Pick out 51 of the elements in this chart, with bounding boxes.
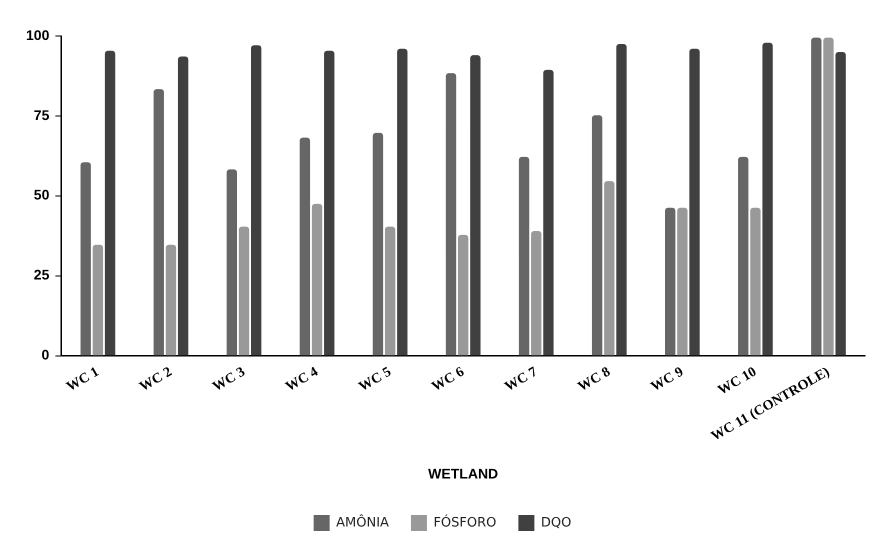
bar <box>154 89 164 356</box>
bar <box>750 208 761 356</box>
x-tick-label: WC 4 <box>283 364 321 395</box>
bar <box>543 70 554 356</box>
bar <box>372 132 384 356</box>
x-axis-title: WETLAND <box>428 465 498 482</box>
y-tick-label: 50 <box>34 186 50 203</box>
bar <box>518 156 530 356</box>
x-tick-label: WC 8 <box>576 364 614 395</box>
bar <box>80 162 91 356</box>
y-tick-label: 25 <box>34 266 50 283</box>
x-tick-label: WC 3 <box>210 364 248 395</box>
bar <box>811 38 822 356</box>
y-tick-label: 0 <box>42 346 50 363</box>
y-tick-label: 100 <box>26 26 50 43</box>
legend-label: DQO <box>540 515 572 530</box>
bar <box>300 138 310 356</box>
bar <box>835 52 846 356</box>
bar <box>397 48 408 356</box>
x-tick-label: WC 2 <box>137 364 175 395</box>
bar <box>251 45 262 356</box>
bar <box>178 56 188 356</box>
x-tick-label: WC 1 <box>64 364 102 395</box>
bar <box>604 181 614 356</box>
bar <box>92 244 104 356</box>
bar <box>762 42 773 356</box>
x-tick-label: WC 5 <box>356 364 394 395</box>
bar <box>384 226 396 356</box>
bar <box>446 73 456 356</box>
bar <box>226 169 238 356</box>
legend-label: FÓSFORO <box>433 513 496 530</box>
bar <box>531 231 542 356</box>
bar <box>324 50 334 356</box>
legend-label: AMÔNIA <box>336 513 390 530</box>
bar <box>166 244 176 356</box>
bar <box>689 48 700 356</box>
x-tick-label: WC 6 <box>430 364 467 395</box>
x-tick-label: WC 9 <box>648 364 686 395</box>
bar <box>238 226 250 356</box>
bar <box>823 38 834 356</box>
bar <box>104 50 116 356</box>
bar <box>458 234 468 356</box>
bar <box>312 204 322 356</box>
bar <box>665 208 676 356</box>
bar <box>738 156 748 356</box>
bar <box>470 55 481 356</box>
bar <box>592 115 602 356</box>
y-tick-label: 75 <box>34 106 50 123</box>
x-tick-label: WC 7 <box>502 364 540 395</box>
bar <box>616 44 627 356</box>
bar <box>677 208 688 356</box>
